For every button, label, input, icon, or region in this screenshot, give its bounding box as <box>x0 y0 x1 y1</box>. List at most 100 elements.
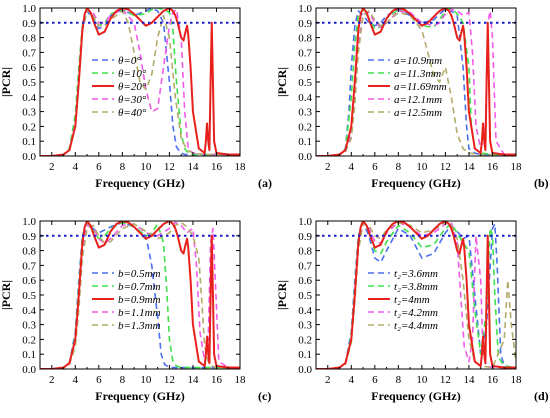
y-tick-label: 0.4 <box>298 305 312 317</box>
x-tick-label: 16 <box>211 374 223 386</box>
series-line-2 <box>40 221 240 369</box>
x-tick-label: 14 <box>187 374 199 386</box>
x-axis-label: Frequency (GHz) <box>371 389 460 403</box>
x-tick-label: 10 <box>140 374 152 386</box>
x-tick-label: 16 <box>487 161 499 173</box>
y-tick-label: 0.7 <box>298 260 312 272</box>
y-tick-label: 1.0 <box>22 216 36 228</box>
x-tick-label: 10 <box>416 374 428 386</box>
legend-label: t₂=3.8mm <box>394 281 438 293</box>
y-tick-label: 0.4 <box>22 305 36 317</box>
y-tick-label: 0.3 <box>298 107 312 119</box>
y-tick-label: 0.3 <box>22 320 36 332</box>
y-tick-label: 0.7 <box>22 47 36 59</box>
y-tick-label: 0.8 <box>22 33 36 45</box>
series-line-1 <box>316 221 516 369</box>
y-tick-label: 0.0 <box>298 364 312 376</box>
legend-label: θ=0° <box>118 55 141 67</box>
legend-label: b=0.5mm <box>118 268 161 280</box>
series-line-2 <box>316 8 516 156</box>
x-tick-label: 12 <box>440 161 451 173</box>
x-tick-label: 2 <box>49 161 55 173</box>
chart-panel-a: 2 4 6 8 10 12 14 16 18 0.0 0.1 0.2 0.3 0.4 0.5 0.6 0.7 0.… <box>0 3 272 190</box>
x-tick-label: 4 <box>73 374 79 386</box>
x-axis-label: Frequency (GHz) <box>371 176 460 190</box>
y-axis-label: |PCR| <box>275 67 289 97</box>
x-tick-label: 8 <box>396 374 402 386</box>
y-tick-label: 0.6 <box>22 275 36 287</box>
x-tick-label: 4 <box>349 161 355 173</box>
x-axis-label: Frequency (GHz) <box>95 176 184 190</box>
y-tick-label: 0.0 <box>22 364 36 376</box>
y-tick-label: 0.5 <box>22 290 36 302</box>
y-tick-label: 0.7 <box>298 47 312 59</box>
y-tick-label: 0.3 <box>298 320 312 332</box>
panel-label: (a) <box>258 176 272 190</box>
x-tick-label: 16 <box>211 161 223 173</box>
panel-label: (d) <box>534 389 549 403</box>
legend-label: b=0.7mm <box>118 281 161 293</box>
y-tick-label: 0.1 <box>22 136 36 148</box>
x-tick-label: 6 <box>372 374 378 386</box>
x-tick-label: 6 <box>96 161 102 173</box>
y-tick-label: 0.5 <box>298 290 312 302</box>
series-group <box>316 221 516 369</box>
chart-panel-c: 2 4 6 8 10 12 14 16 18 0.0 0.1 0.2 0.3 0.4 0.5 0.6 0.7 0.… <box>0 216 271 403</box>
legend-label: t₂=3.6mm <box>394 268 438 280</box>
legend-label: θ=10° <box>118 68 147 80</box>
y-tick-label: 0.2 <box>298 121 312 133</box>
x-tick-label: 14 <box>463 161 475 173</box>
x-tick-label: 12 <box>440 374 451 386</box>
x-tick-label: 8 <box>120 374 126 386</box>
y-tick-label: 1.0 <box>298 3 312 15</box>
y-tick-label: 0.6 <box>22 62 36 74</box>
x-tick-label: 2 <box>325 161 331 173</box>
y-tick-label: 0.1 <box>298 349 312 361</box>
x-tick-label: 16 <box>487 374 499 386</box>
y-tick-label: 0.2 <box>22 121 36 133</box>
x-tick-label: 2 <box>49 374 55 386</box>
x-tick-label: 8 <box>120 161 126 173</box>
y-tick-label: 0.8 <box>298 246 312 258</box>
legend-label: b=1.3mm <box>118 320 161 332</box>
y-tick-label: 0.2 <box>298 334 312 346</box>
x-axis-label: Frequency (GHz) <box>95 389 184 403</box>
x-tick-label: 12 <box>164 161 175 173</box>
x-tick-label: 18 <box>235 374 247 386</box>
x-tick-label: 4 <box>73 161 79 173</box>
legend-label: b=1.1mm <box>118 307 161 319</box>
legend: a=10.9mma=11.3mma=11.69mma=12.1mma=12.5m… <box>368 55 447 119</box>
x-tick-label: 6 <box>372 161 378 173</box>
series-line-2 <box>316 221 516 369</box>
panel-label: (b) <box>534 176 549 190</box>
y-axis-label: |PCR| <box>275 280 289 310</box>
legend-label: a=10.9mm <box>394 55 442 67</box>
panel-label: (c) <box>258 389 271 403</box>
series-line-0 <box>316 8 516 156</box>
series-group <box>316 8 516 156</box>
legend-label: t₂=4.2mm <box>394 307 438 319</box>
y-tick-label: 0.9 <box>298 18 312 30</box>
y-tick-label: 0.9 <box>22 18 36 30</box>
y-tick-label: 0.1 <box>298 136 312 148</box>
y-tick-label: 0.3 <box>22 107 36 119</box>
x-tick-label: 14 <box>463 374 475 386</box>
x-tick-label: 18 <box>511 161 523 173</box>
legend-label: t₂=4mm <box>394 294 430 306</box>
y-tick-label: 0.6 <box>298 62 312 74</box>
y-tick-label: 0.8 <box>298 33 312 45</box>
y-tick-label: 0.5 <box>298 77 312 89</box>
y-axis-label: |PCR| <box>0 67 13 97</box>
series-line-2 <box>40 8 240 156</box>
x-tick-label: 18 <box>511 374 523 386</box>
y-tick-label: 0.4 <box>22 92 36 104</box>
legend-label: b=0.9mm <box>118 294 161 306</box>
legend-label: a=12.5mm <box>394 107 442 119</box>
y-tick-label: 0.4 <box>298 92 312 104</box>
legend-label: θ=30° <box>118 94 147 106</box>
y-tick-label: 0.0 <box>298 151 312 163</box>
y-tick-label: 0.8 <box>22 246 36 258</box>
y-tick-label: 0.5 <box>22 77 36 89</box>
